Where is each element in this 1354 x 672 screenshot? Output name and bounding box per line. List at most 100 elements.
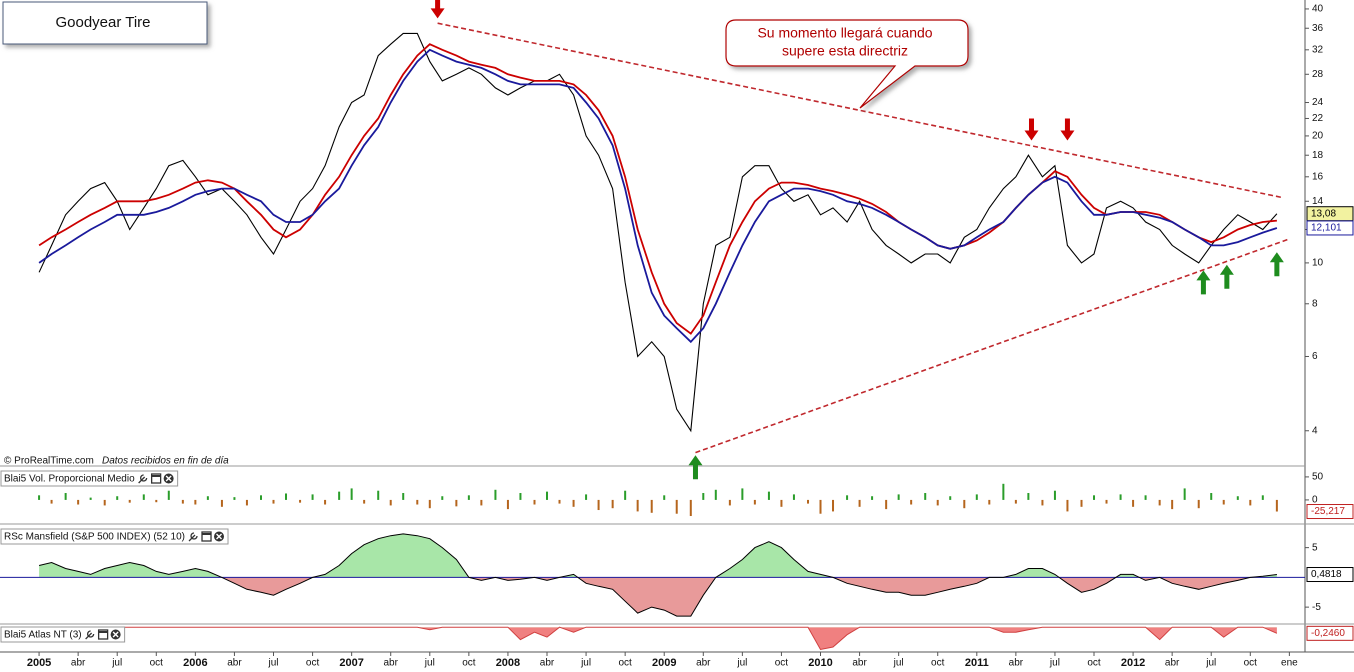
volume-bar bbox=[871, 496, 874, 500]
x-tick-label: jul bbox=[267, 658, 278, 669]
window-icon[interactable] bbox=[97, 629, 109, 640]
volume-bar bbox=[194, 499, 197, 505]
volume-bar bbox=[1053, 490, 1056, 500]
volume-bar bbox=[936, 499, 939, 506]
volume-bar bbox=[572, 499, 575, 507]
volume-bar bbox=[924, 493, 927, 500]
volume-bar bbox=[1105, 499, 1108, 504]
last-value-tag: 0,4818 bbox=[1306, 567, 1354, 583]
volume-bar bbox=[89, 497, 92, 500]
volume-bar bbox=[519, 493, 522, 500]
window-icon[interactable] bbox=[201, 531, 212, 542]
last-value-tag: -0,2460 bbox=[1306, 625, 1354, 641]
x-tick-label: ene bbox=[1281, 658, 1298, 669]
panel-header: Blai5 Atlas NT (3) bbox=[0, 626, 126, 643]
volume-bar bbox=[311, 494, 314, 500]
x-tick-label: abr bbox=[71, 658, 86, 669]
volume-bar bbox=[1222, 499, 1225, 505]
last-value-label: -25,217 bbox=[1311, 506, 1345, 517]
volume-bar bbox=[702, 493, 705, 500]
y-tick-label: 0 bbox=[1312, 495, 1318, 506]
volume-bar bbox=[1119, 494, 1122, 500]
settings-icon[interactable] bbox=[85, 630, 95, 640]
window-icon[interactable] bbox=[150, 473, 162, 484]
x-tick-label: oct bbox=[462, 658, 476, 669]
x-tick-label: 2012 bbox=[1121, 657, 1145, 669]
title-box bbox=[2, 1, 208, 45]
volume-bar bbox=[506, 499, 509, 510]
arrow-down bbox=[430, 0, 445, 19]
y-tick-label: 32 bbox=[1312, 44, 1324, 55]
volume-bar bbox=[1066, 499, 1069, 512]
volume-bar bbox=[377, 490, 380, 500]
volume-bar bbox=[363, 499, 366, 504]
arrow-up bbox=[1219, 264, 1234, 289]
y-tick-label: 6 bbox=[1312, 351, 1318, 362]
volume-bar bbox=[597, 499, 600, 511]
settings-icon[interactable] bbox=[188, 532, 198, 542]
x-tick-label: oct bbox=[775, 658, 789, 669]
settings-icon[interactable] bbox=[138, 474, 148, 484]
annotation-text: Su momento llegará cuando bbox=[757, 25, 932, 41]
trendline bbox=[695, 238, 1290, 454]
y-tick-label: 4 bbox=[1312, 425, 1318, 436]
x-tick-label: oct bbox=[306, 658, 320, 669]
volume-bar bbox=[1261, 495, 1264, 500]
y-tick-label: 20 bbox=[1312, 131, 1324, 142]
volume-bar bbox=[885, 499, 888, 510]
volume-bar bbox=[338, 491, 341, 500]
x-tick-label: 2005 bbox=[27, 657, 51, 669]
volume-bar bbox=[181, 499, 184, 504]
x-tick-label: jul bbox=[1049, 658, 1060, 669]
x-tick-label: abr bbox=[852, 658, 867, 669]
x-tick-label: abr bbox=[1009, 658, 1024, 669]
moving-average bbox=[38, 43, 1277, 335]
volume-bar bbox=[260, 495, 262, 500]
price-line bbox=[38, 32, 1278, 433]
volume-bar bbox=[988, 499, 991, 505]
arrow-down bbox=[1024, 118, 1039, 141]
indicator-line bbox=[39, 626, 1278, 651]
volume-bar bbox=[128, 499, 131, 503]
panel-title: Blai5 Vol. Proporcional Medio bbox=[4, 474, 135, 485]
last-value-box bbox=[1306, 504, 1354, 520]
volume-bar bbox=[103, 499, 106, 506]
volume-bar bbox=[1183, 488, 1186, 500]
volume-bar bbox=[949, 496, 952, 500]
volume-bar bbox=[546, 491, 549, 500]
last-value-box bbox=[1306, 567, 1354, 583]
moving-average bbox=[38, 48, 1278, 344]
title-frame bbox=[2, 1, 208, 45]
x-tick-label: oct bbox=[150, 658, 164, 669]
volume-bar bbox=[636, 499, 639, 512]
annotation-text: supere esta directriz bbox=[782, 43, 908, 59]
x-tick-label: abr bbox=[383, 658, 398, 669]
volume-bar bbox=[389, 499, 392, 506]
volume-bar bbox=[807, 499, 810, 504]
y-tick-label: 18 bbox=[1312, 150, 1324, 161]
x-tick-label: oct bbox=[618, 658, 632, 669]
volume-bar bbox=[77, 499, 80, 505]
volume-bar bbox=[1014, 499, 1017, 504]
arrow-up bbox=[1269, 252, 1284, 277]
volume-bar bbox=[1093, 495, 1096, 500]
volume-bar bbox=[910, 499, 913, 505]
volume-bar bbox=[675, 499, 678, 514]
last-value-tag: -25,217 bbox=[1306, 504, 1354, 520]
y-tick-label: 28 bbox=[1312, 69, 1324, 80]
volume-bar bbox=[299, 499, 302, 503]
x-tick-label: abr bbox=[227, 658, 242, 669]
close-icon-x bbox=[112, 631, 119, 638]
volume-bar bbox=[1171, 499, 1174, 510]
panel-header: RSc Mansfield (S&P 500 INDEX) (52 10) bbox=[0, 528, 229, 545]
x-tick-label: 2010 bbox=[808, 657, 832, 669]
volume-bar bbox=[220, 499, 223, 507]
x-tick-label: jul bbox=[424, 658, 435, 669]
y-tick-label: 36 bbox=[1312, 23, 1324, 34]
volume-bar bbox=[1210, 493, 1213, 500]
close-icon-x bbox=[216, 533, 223, 540]
y-tick-label: 16 bbox=[1312, 171, 1324, 182]
volume-bar bbox=[792, 494, 795, 500]
x-tick-label: abr bbox=[540, 658, 555, 669]
volume-bar bbox=[142, 494, 145, 500]
